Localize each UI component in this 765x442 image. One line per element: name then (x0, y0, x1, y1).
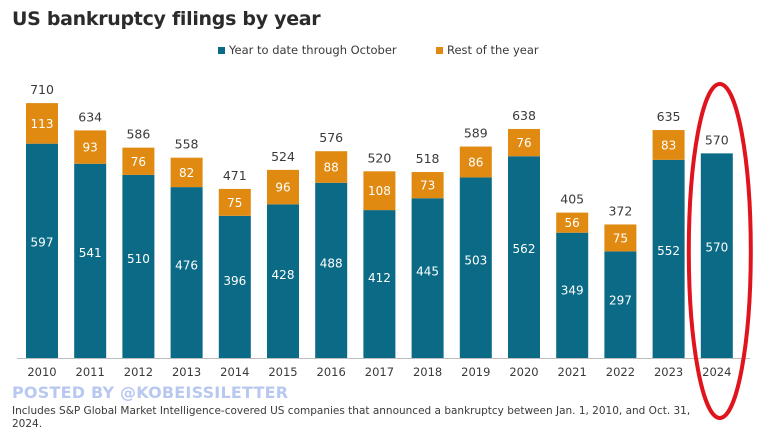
legend-item-rest: Rest of the year (436, 43, 539, 57)
bar-label-ytd-2016: 488 (320, 256, 343, 270)
bar-label-ytd-2020: 562 (513, 242, 536, 256)
bar-total-2020: 638 (512, 108, 536, 123)
chart-title: US bankruptcy filings by year (12, 8, 321, 30)
x-tick-2013: 2013 (172, 365, 201, 379)
x-tick-2023: 2023 (654, 365, 683, 379)
x-tick-2011: 2011 (76, 365, 105, 379)
bar-rest-2013 (170, 157, 203, 188)
bar-rest-2021 (556, 212, 589, 233)
bar-label-rest-2013: 82 (179, 166, 194, 180)
bar-label-rest-2016: 88 (324, 161, 339, 175)
bar-ytd-2012 (122, 174, 155, 358)
bar-rest-2017 (363, 171, 396, 211)
legend-swatch-ytd (218, 46, 225, 54)
bar-rest-2015 (267, 169, 299, 205)
bar-total-2024: 570 (705, 132, 729, 147)
legend-swatch-rest (436, 46, 443, 54)
bar-label-rest-2014: 75 (227, 196, 242, 210)
bar-ytd-2023 (652, 159, 685, 358)
bar-total-2017: 520 (367, 150, 391, 165)
bar-label-rest-2018: 73 (420, 179, 435, 193)
bar-rest-2022 (604, 224, 637, 252)
bar-ytd-2011 (74, 163, 107, 358)
bar-ytd-2013 (170, 187, 203, 358)
bar-label-ytd-2018: 445 (416, 265, 439, 279)
bar-total-2022: 372 (608, 203, 632, 218)
x-tick-2015: 2015 (268, 365, 297, 379)
bar-total-2019: 589 (464, 126, 488, 141)
bar-rest-2019 (459, 146, 492, 178)
x-tick-2021: 2021 (558, 365, 587, 379)
x-tick-2024: 2024 (702, 365, 731, 379)
bar-label-ytd-2019: 503 (464, 253, 487, 267)
bar-rest-2020 (508, 128, 540, 157)
bar-total-2018: 518 (416, 151, 440, 166)
x-tick-2010: 2010 (27, 365, 56, 379)
legend-label-ytd: Year to date through October (229, 43, 397, 57)
bar-ytd-2020 (508, 156, 540, 358)
bar-ytd-2015 (267, 204, 299, 358)
bar-label-ytd-2024: 570 (705, 240, 728, 254)
bar-rest-2014 (218, 188, 251, 216)
x-tick-2014: 2014 (220, 365, 249, 379)
bar-label-ytd-2011: 541 (79, 246, 102, 260)
bar-label-ytd-2012: 510 (127, 252, 150, 266)
x-tick-2012: 2012 (124, 365, 153, 379)
bar-ytd-2018 (411, 198, 444, 358)
bar-label-rest-2011: 93 (83, 141, 98, 155)
bar-label-rest-2012: 76 (131, 155, 146, 169)
bar-ytd-2022 (604, 251, 637, 358)
bar-label-rest-2022: 75 (613, 231, 628, 245)
watermark: POSTED BY @KOBEISSILETTER (12, 383, 289, 402)
bar-ytd-2017 (363, 210, 396, 358)
x-tick-2016: 2016 (317, 365, 346, 379)
x-tick-2017: 2017 (365, 365, 394, 379)
bar-label-ytd-2017: 412 (368, 271, 391, 285)
x-tick-2022: 2022 (606, 365, 635, 379)
footnote: Includes S&P Global Market Intelligence-… (12, 405, 691, 430)
bar-ytd-2010 (26, 143, 58, 358)
bar-label-ytd-2014: 396 (223, 274, 246, 288)
bar-rest-2012 (122, 147, 155, 175)
bar-rest-2023 (652, 130, 685, 160)
x-tick-2020: 2020 (509, 365, 538, 379)
bar-total-2015: 524 (271, 149, 295, 164)
bar-ytd-2021 (556, 232, 589, 358)
bar-rest-2011 (74, 130, 107, 164)
bar-total-2014: 471 (223, 168, 247, 183)
legend-label-rest: Rest of the year (447, 43, 539, 57)
bar-label-rest-2015: 96 (275, 181, 290, 195)
bar-total-2011: 634 (78, 109, 102, 124)
bar-rest-2018 (411, 172, 444, 199)
bar-ytd-2019 (459, 177, 492, 358)
bar-label-rest-2010: 113 (31, 117, 54, 131)
highlight-ellipse-2024 (686, 82, 753, 420)
bar-label-ytd-2013: 476 (175, 259, 198, 273)
bar-total-2013: 558 (175, 137, 199, 152)
x-tick-2019: 2019 (461, 365, 490, 379)
bar-total-2016: 576 (319, 130, 343, 145)
bar-ytd-2024 (700, 153, 733, 358)
bar-label-ytd-2022: 297 (609, 293, 632, 307)
bar-label-rest-2021: 56 (565, 216, 580, 230)
bar-label-rest-2019: 86 (468, 155, 483, 169)
bar-rest-2016 (315, 151, 348, 183)
bar-label-ytd-2023: 552 (657, 244, 680, 258)
bar-total-2012: 586 (126, 127, 150, 142)
x-tick-2018: 2018 (413, 365, 442, 379)
bar-label-ytd-2021: 349 (561, 283, 584, 297)
bar-rest-2010 (26, 103, 58, 144)
bar-total-2010: 710 (30, 82, 54, 97)
bar-label-ytd-2015: 428 (272, 268, 295, 282)
bar-total-2021: 405 (560, 192, 584, 207)
bar-ytd-2014 (218, 215, 251, 358)
bar-total-2023: 635 (657, 109, 681, 124)
bar-label-rest-2020: 76 (516, 136, 531, 150)
legend-item-ytd: Year to date through October (218, 43, 397, 57)
bar-label-rest-2023: 83 (661, 138, 676, 152)
bar-label-rest-2017: 108 (368, 184, 391, 198)
bar-ytd-2016 (315, 182, 348, 358)
bar-label-ytd-2010: 597 (31, 235, 54, 249)
